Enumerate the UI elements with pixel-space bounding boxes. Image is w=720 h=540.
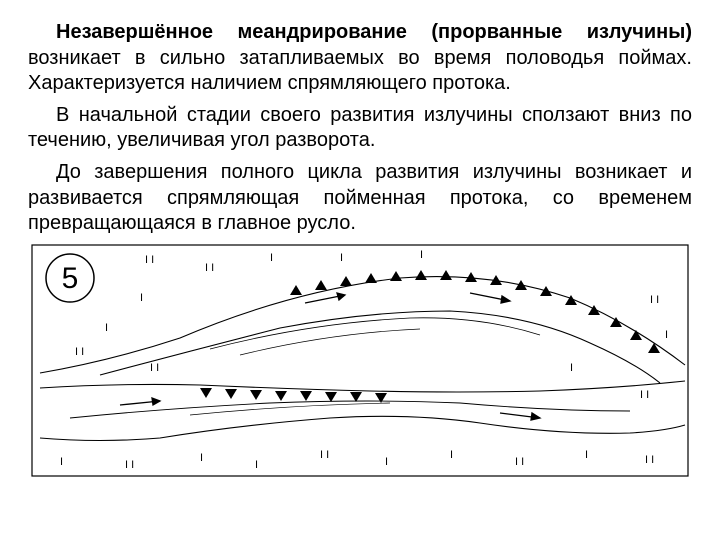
svg-text:I: I: [450, 449, 453, 461]
svg-text:I: I: [585, 449, 588, 461]
diagram-frame: [32, 245, 688, 476]
svg-text:I I: I I: [145, 254, 154, 266]
svg-text:I: I: [60, 456, 63, 468]
paragraph-3: До завершения полного цикла развития изл…: [28, 160, 692, 237]
svg-text:I: I: [340, 252, 343, 264]
svg-text:I I: I I: [645, 454, 654, 466]
svg-text:I I: I I: [640, 389, 649, 401]
svg-text:I: I: [385, 456, 388, 468]
paragraph-2: В начальной стадии своего развития излуч…: [28, 103, 692, 154]
svg-text:I I: I I: [515, 456, 524, 468]
p1-rest: возникает в сильно затапливаемых во врем…: [28, 47, 692, 95]
svg-text:I I: I I: [650, 294, 659, 306]
svg-text:I I: I I: [125, 459, 134, 471]
svg-text:I I: I I: [205, 262, 214, 274]
svg-text:I: I: [140, 292, 143, 304]
svg-text:I I: I I: [320, 449, 329, 461]
svg-text:I: I: [420, 249, 423, 261]
svg-text:I: I: [665, 329, 668, 341]
svg-text:I: I: [105, 322, 108, 334]
svg-text:I: I: [270, 252, 273, 264]
label-number: 5: [62, 262, 79, 295]
svg-text:I I: I I: [75, 346, 84, 358]
meander-diagram: 5: [30, 243, 690, 478]
svg-text:I: I: [570, 362, 573, 374]
term-bold: Незавершённое меандрирование (прорванные…: [56, 21, 692, 43]
svg-text:I: I: [200, 452, 203, 464]
svg-text:I: I: [255, 459, 258, 471]
svg-text:I I: I I: [150, 362, 159, 374]
paragraph-1: Незавершённое меандрирование (прорванные…: [28, 20, 692, 97]
